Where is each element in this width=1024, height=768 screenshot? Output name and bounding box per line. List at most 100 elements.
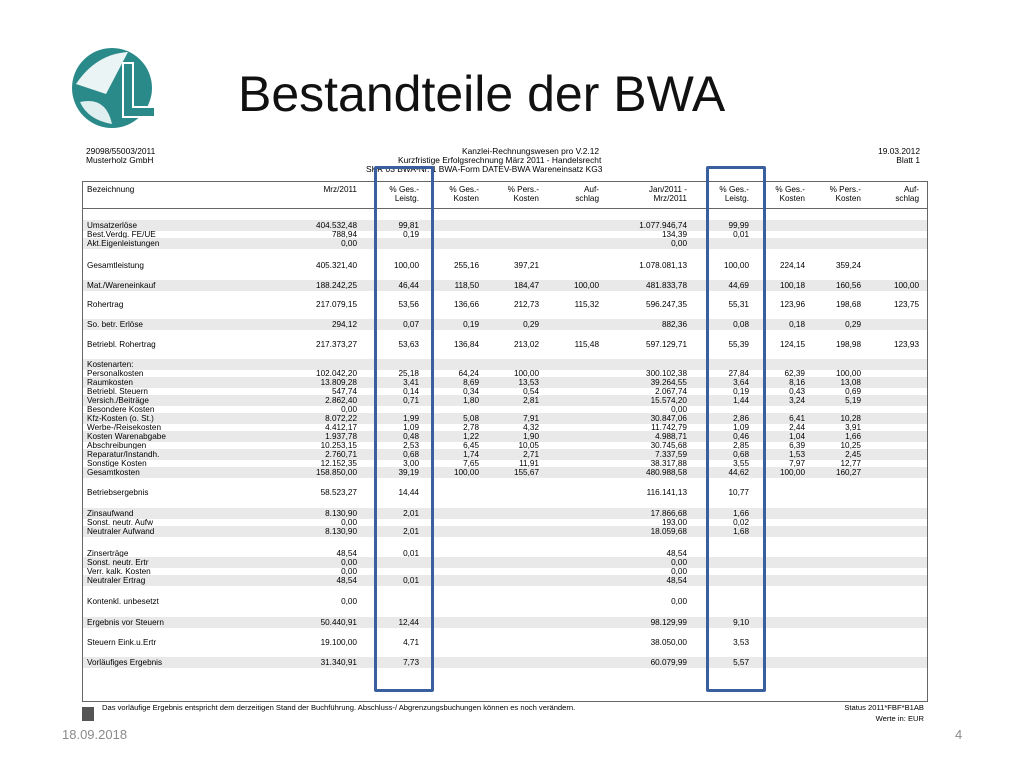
- row-value: 39.264,55: [650, 378, 687, 387]
- row-value: 50.440,91: [320, 618, 357, 627]
- client-name: Musterholz GmbH: [86, 155, 154, 165]
- row-value: 44,69: [728, 281, 750, 290]
- row-label: Werbe-/Reisekosten: [87, 423, 162, 432]
- row-value: 116.141,13: [646, 488, 687, 497]
- row-value: 99,81: [398, 221, 420, 230]
- row-value: 2,85: [733, 441, 749, 450]
- row-value: 124,15: [779, 340, 805, 349]
- row-value: 2,53: [403, 441, 419, 450]
- row-value: 5,57: [733, 658, 749, 667]
- row-label: Vorläufiges Ergebnis: [87, 658, 163, 667]
- row-value: 123,93: [893, 340, 919, 349]
- row-value: 188.242,25: [316, 281, 357, 290]
- row-value: 3,64: [733, 378, 749, 387]
- table-row: Kfz-Kosten (o. St.) 8.072,22 1,99 5,08 7,91 3…: [83, 414, 927, 424]
- row-value: 217.079,15: [316, 300, 357, 309]
- report-form: SKR 03 BWA-Nr. 1 BWA-Form DATEV-BWA Ware…: [366, 164, 603, 174]
- highlight-month-percent: [374, 166, 434, 692]
- row-value: 10,28: [840, 414, 862, 423]
- col-header-ytd-geskosten: % Ges.- Kosten: [775, 185, 805, 203]
- row-value: 123,75: [893, 300, 919, 309]
- row-value: 8.130,90: [325, 527, 357, 536]
- row-label: Sonst. neutr. Ertr: [87, 558, 149, 567]
- row-value: 2,01: [403, 509, 419, 518]
- row-label: Zinserträge: [87, 549, 129, 558]
- row-band: [83, 449, 927, 460]
- row-band: [83, 238, 927, 249]
- row-value: 0,00: [341, 567, 357, 576]
- row-value: 0,19: [463, 320, 479, 329]
- table-row: So. betr. Erlöse 294,12 0,07 0,19 0,29 882,36…: [83, 320, 927, 330]
- row-value: 10,25: [840, 441, 862, 450]
- row-value: 3,41: [403, 378, 419, 387]
- table-row: Versich./Beiträge 2.862,40 0,71 1,80 2,81 15.…: [83, 396, 927, 406]
- row-label: Gesamtleistung: [87, 261, 144, 270]
- footer-note: Das vorläufige Ergebnis entspricht dem d…: [102, 703, 576, 712]
- table-row: Best.Verdg. FE/UE 788,94 0,19 134,39 0,01: [83, 230, 927, 240]
- row-label: Umsatzerlöse: [87, 221, 138, 230]
- row-value: 58.523,27: [320, 488, 357, 497]
- table-row: Vorläufiges Ergebnis 31.340,91 7,73 60.079,…: [83, 658, 927, 668]
- row-value: 1,09: [733, 423, 749, 432]
- row-value: 1.078.081,13: [639, 261, 687, 270]
- row-value: 9,10: [733, 618, 749, 627]
- report-date: 19.03.2012: [878, 146, 920, 156]
- software-version: Kanzlei-Rechnungswesen pro V.2.12: [462, 146, 600, 156]
- table-row: Zinserträge 48,54 0,01 48,54: [83, 549, 927, 559]
- row-value: 2.067,74: [655, 387, 687, 396]
- row-band: [83, 377, 927, 388]
- row-value: 136,66: [453, 300, 479, 309]
- row-value: 3,00: [403, 459, 419, 468]
- table-row: Ergebnis vor Steuern 50.440,91 12,44 98.129…: [83, 618, 927, 628]
- row-value: 100,00: [573, 281, 599, 290]
- row-band: [83, 431, 927, 442]
- table-row: Betriebl. Rohertrag 217.373,27 53,63 136,84…: [83, 340, 927, 350]
- table-row: Personalkosten 102.042,20 25,18 64,24 100,00…: [83, 369, 927, 379]
- row-band: [83, 657, 927, 668]
- row-value: 10,77: [728, 488, 750, 497]
- row-value: 224,14: [779, 261, 805, 270]
- col-header-ytd-gesleistg: % Ges.- Leistg.: [719, 185, 749, 203]
- row-value: 10.253,15: [320, 441, 357, 450]
- row-value: 0,43: [789, 387, 805, 396]
- row-band: [83, 359, 927, 370]
- col-header-ytd-perskosten: % Pers.- Kosten: [829, 185, 861, 203]
- row-band: [83, 280, 927, 291]
- row-value: 0,00: [341, 558, 357, 567]
- row-band: [83, 575, 927, 586]
- row-value: 115,48: [574, 340, 599, 349]
- row-value: 212,73: [513, 300, 539, 309]
- row-value: 0,46: [733, 432, 749, 441]
- row-value: 1,66: [733, 509, 749, 518]
- row-value: 0,01: [403, 576, 419, 585]
- row-value: 0,29: [845, 320, 861, 329]
- col-header-geskosten: % Ges.- Kosten: [449, 185, 479, 203]
- col-header-ytd: Jan/2011 - Mrz/2011: [648, 185, 687, 203]
- row-value: 1,53: [789, 450, 805, 459]
- bwa-table: Bezeichnung Mrz/2011 % Ges.- Leistg. % G…: [82, 181, 928, 702]
- row-label: Betriebsergebnis: [87, 488, 149, 497]
- row-label: Personalkosten: [87, 369, 144, 378]
- row-value: 2,86: [733, 414, 749, 423]
- row-value: 6,45: [463, 441, 479, 450]
- slide-date: 18.09.2018: [62, 727, 128, 742]
- row-value: 2,78: [463, 423, 479, 432]
- row-value: 48,54: [666, 549, 688, 558]
- row-value: 193,00: [661, 518, 687, 527]
- row-value: 0,54: [523, 387, 539, 396]
- row-value: 184,47: [513, 281, 539, 290]
- row-label: Ergebnis vor Steuern: [87, 618, 164, 627]
- footer-currency: Werte in: EUR: [875, 714, 924, 723]
- row-value: 160,56: [835, 281, 861, 290]
- row-value: 155,67: [513, 468, 539, 477]
- row-value: 198,98: [835, 340, 861, 349]
- row-value: 5,19: [845, 396, 861, 405]
- row-value: 0,00: [341, 597, 357, 606]
- row-label: Neutraler Aufwand: [87, 527, 155, 536]
- row-value: 0,19: [733, 387, 749, 396]
- footer-status: Status 2011*FBF*B1AB: [844, 703, 924, 712]
- row-value: 55,31: [728, 300, 750, 309]
- row-value: 0,00: [671, 239, 687, 248]
- row-value: 1,44: [733, 396, 749, 405]
- row-value: 198,68: [835, 300, 861, 309]
